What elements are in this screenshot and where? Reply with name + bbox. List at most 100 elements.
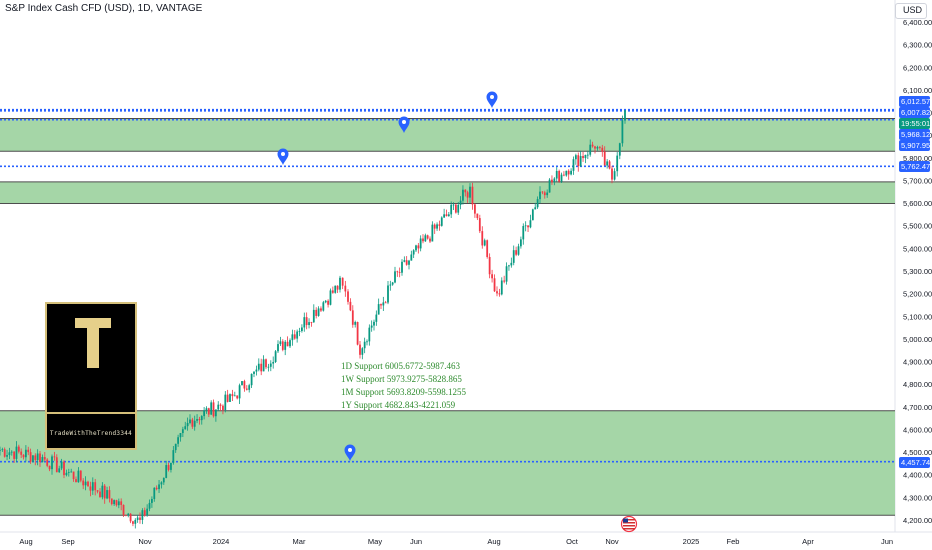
candle-body: [212, 402, 215, 417]
y-tick-label: 4,200.00: [903, 516, 932, 525]
y-tick-label: 4,400.00: [903, 471, 932, 480]
candle-body: [586, 154, 589, 156]
currency-button[interactable]: [895, 3, 927, 19]
candle-body: [279, 341, 282, 345]
candle-body: [139, 517, 141, 520]
candle-body: [424, 235, 427, 242]
candle-body: [281, 341, 284, 350]
candle-body: [476, 213, 479, 219]
candle-body: [24, 449, 27, 458]
candle-body: [493, 278, 496, 292]
y-tick-label: 6,200.00: [903, 63, 932, 72]
candle-body: [22, 454, 25, 458]
candle-body: [429, 238, 431, 242]
x-tick-label: Feb: [727, 537, 740, 546]
candle-body: [36, 453, 39, 461]
us-flag-canton: [623, 518, 628, 523]
candle-body: [20, 451, 23, 455]
candle-body: [17, 446, 20, 452]
x-tick-label: Aug: [19, 537, 32, 546]
candle-body: [6, 455, 8, 457]
candle-body: [82, 480, 85, 486]
location-pin-icon[interactable]: [398, 116, 410, 134]
candle-body: [503, 280, 506, 282]
candle-body: [308, 322, 310, 326]
candle-body: [611, 168, 613, 180]
candle-body: [534, 207, 537, 210]
candle-body: [443, 214, 446, 218]
x-tick-label: Jun: [410, 537, 422, 546]
candle-body: [363, 341, 366, 349]
candle-body: [117, 501, 120, 506]
us-flag-stripe: [623, 528, 635, 530]
candle-body: [103, 485, 106, 499]
candle-body: [29, 452, 32, 462]
candle-body: [87, 481, 89, 487]
candle-body: [452, 204, 455, 206]
candle-body: [0, 449, 1, 451]
candle-body: [339, 277, 341, 290]
candle-body: [403, 260, 406, 262]
candle-body: [377, 304, 380, 315]
candle-body: [181, 429, 184, 434]
support-zone-3: [0, 410, 895, 516]
candle-body: [491, 274, 493, 279]
location-pin-icon[interactable]: [486, 91, 498, 109]
location-pin-dot: [490, 95, 494, 99]
candle-body: [65, 472, 68, 476]
candle-body: [289, 340, 291, 347]
support-zone-1: [0, 118, 895, 152]
candle-body: [380, 304, 382, 306]
candle-body: [462, 189, 464, 201]
currency-label: USD: [903, 5, 923, 15]
y-tick-label: 6,300.00: [903, 41, 932, 50]
candle-body: [3, 449, 6, 457]
candle-body: [298, 331, 301, 332]
candle-body: [584, 154, 587, 159]
candle-body: [555, 170, 558, 179]
candle-body: [170, 462, 172, 470]
candle-body: [312, 309, 315, 323]
candle-body: [601, 147, 604, 152]
candle-body: [370, 325, 373, 328]
candle-body: [391, 282, 394, 285]
candle-body: [303, 317, 306, 328]
y-tick-label: 4,600.00: [903, 425, 932, 434]
x-tick-label: Apr: [802, 537, 814, 546]
support-1w-label: 1W Support 5973.9275-5828.865: [341, 374, 462, 384]
candle-body: [603, 151, 606, 166]
price-tag-countdown: 19:55:01: [899, 118, 931, 129]
chart-title: S&P Index Cash CFD (USD), 1D, VANTAGE: [5, 3, 203, 14]
y-tick-label: 5,600.00: [903, 199, 932, 208]
candle-body: [184, 426, 187, 430]
candle-body: [113, 500, 116, 505]
candle-body: [508, 265, 510, 267]
candle-body: [34, 455, 37, 461]
candle-body: [570, 170, 572, 175]
y-tick-label: 4,300.00: [903, 493, 932, 502]
candle-body: [396, 271, 399, 273]
candle-body: [8, 452, 11, 456]
candle-body: [155, 487, 158, 490]
candle-body: [122, 504, 125, 515]
candle-body: [55, 457, 58, 473]
candle-body: [267, 366, 270, 368]
candle-body: [548, 179, 551, 193]
candle-body: [84, 481, 87, 486]
candle-body: [500, 280, 503, 295]
candle-body: [207, 408, 210, 415]
candle-body: [120, 501, 123, 505]
location-pin-dot: [281, 152, 285, 156]
candle-body: [89, 486, 92, 491]
candle-body: [39, 453, 41, 463]
candle-body: [151, 498, 153, 503]
location-pin-icon[interactable]: [344, 444, 356, 462]
price-tag-5762: 5,762.47: [899, 161, 931, 172]
candle-body: [60, 461, 63, 469]
candle-body: [238, 385, 241, 399]
candle-body: [205, 408, 208, 411]
location-pin-icon[interactable]: [277, 148, 289, 166]
candle-body: [347, 291, 349, 302]
candle-body: [257, 363, 260, 370]
